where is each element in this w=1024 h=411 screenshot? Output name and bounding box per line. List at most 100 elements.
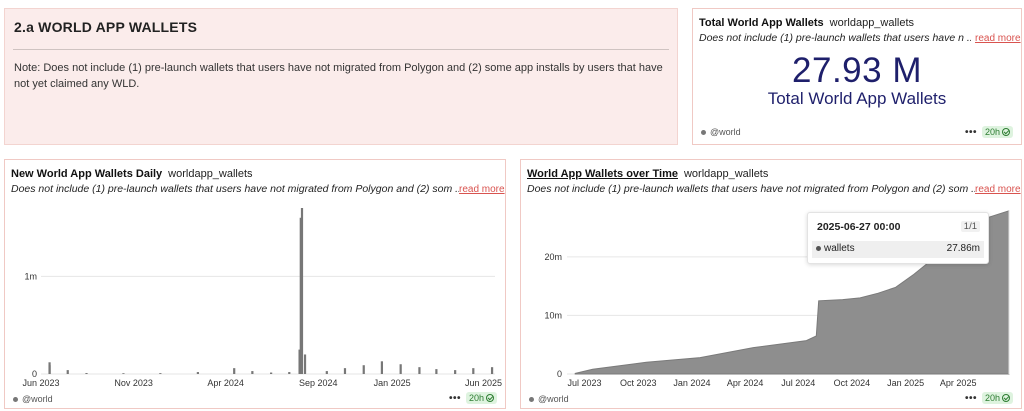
y-tick-label: 0 [557,369,562,379]
chart-tooltip: 2025-06-27 00:00 1/1 wallets 27.86m [807,212,989,264]
x-tick-label: Oct 2024 [834,378,871,388]
x-tick-label: Jul 2024 [781,378,815,388]
daily-bar [300,208,304,374]
daily-bar [298,349,301,374]
daily-bar [159,373,162,374]
check-circle-icon [486,394,494,402]
total-wallets-value: 27.93 M [792,51,922,90]
daily-bar [196,372,199,374]
daily-bar [48,365,51,374]
more-options-icon[interactable]: ••• [964,126,977,138]
y-tick-label: 20m [544,252,562,262]
y-tick-label: 0 [32,369,37,379]
owner[interactable]: @world [13,394,53,404]
panel-subtitle: worldapp_wallets [829,17,915,29]
panel-footer-actions: ••• 20h [965,126,1013,138]
y-tick-label: 1m [24,271,37,281]
panel-footer-actions: ••• 20h [965,392,1013,404]
daily-bar [343,368,347,374]
daily-wallets-chart-panel: 0 1m Jun 2023 Nov 2023 Apr 2024 Sep 2024 Jan 2… [4,159,506,409]
section-note: Note: Does not include (1) pre-launch wa… [14,62,663,90]
panel-footer-actions: ••• 20h [449,392,497,404]
panel-title[interactable]: World App Wallets over Time worldapp_wall… [527,168,768,180]
refresh-age: 20h [984,127,1000,137]
panel-subtitle: worldapp_wallets [168,168,253,180]
check-circle-icon [1002,394,1010,402]
daily-bar [435,369,438,374]
x-tick-label: Jul 2023 [568,378,602,388]
tooltip-series-name: wallets [824,243,855,254]
total-wallets-counter-panel: Total World App Wallets worldapp_wallets … [692,8,1022,145]
x-tick-label: Oct 2023 [620,378,657,388]
more-options-icon[interactable]: ••• [964,392,977,404]
panel-title-text[interactable]: New World App Wallets Daily [11,168,163,180]
daily-bar [472,368,475,374]
daily-bar [66,370,69,374]
read-more-link[interactable]: read more [975,184,1021,195]
daily-bar [418,367,421,374]
daily-bar [270,372,273,374]
panel-title-text[interactable]: Total World App Wallets [699,17,824,29]
panel-title-text[interactable]: World App Wallets over Time [527,168,678,180]
x-tick-label: Apr 2024 [207,378,244,388]
owner-handle[interactable]: @world [538,394,569,404]
series-dot-icon [816,246,821,251]
daily-bar [399,364,402,374]
refresh-age: 20h [468,393,484,403]
tooltip-series: wallets [816,243,855,254]
total-wallets-label: Total World App Wallets [767,89,947,108]
refresh-badge[interactable]: 20h [981,392,1013,404]
daily-bar [251,371,254,374]
check-circle-icon [1002,128,1010,136]
tooltip-value: 27.86m [946,243,980,254]
daily-bar [303,354,307,374]
x-tick-label: Jan 2025 [374,378,411,388]
tooltip-date: 2025-06-27 00:00 [817,221,901,233]
daily-bar [85,373,88,374]
owner[interactable]: @world [701,127,741,137]
refresh-badge[interactable]: 20h [465,392,497,404]
wallets-over-time-chart-panel: 0 10m 20m Jul 2023 Oct 2023 Jan 2024 Apr 2024 J… [520,159,1022,409]
panel-description: Does not include (1) pre-launch wallets … [699,32,971,44]
more-options-icon[interactable]: ••• [448,392,461,404]
x-tick-label: Jan 2025 [887,378,924,388]
panel-description: Does not include (1) pre-launch wallets … [11,183,459,195]
x-tick-label: Apr 2025 [940,378,977,388]
tooltip-page: 1/1 [960,221,980,232]
refresh-age: 20h [984,393,1000,403]
x-tick-label: Jun 2025 [465,378,502,388]
wallets-section-header: 2.a WORLD APP WALLETS Note: Does not inc… [4,8,678,145]
owner-handle[interactable]: @world [22,394,53,404]
panel-title[interactable]: Total World App Wallets worldapp_wallets [699,17,914,29]
x-tick-label: Nov 2023 [114,378,153,388]
owner[interactable]: @world [529,394,569,404]
x-tick-label: Jun 2023 [22,378,59,388]
read-more-link[interactable]: read more [459,184,505,195]
section-title: 2.a WORLD APP WALLETS [14,19,198,35]
wallets-over-time-chart[interactable]: 0 10m 20m Jul 2023 Oct 2023 Jan 2024 Apr 2024 J… [521,160,1021,408]
x-tick-label: Jan 2024 [673,378,710,388]
daily-bar [380,361,384,374]
daily-wallets-chart[interactable]: 0 1m Jun 2023 Nov 2023 Apr 2024 Sep 2024 Jan 2… [5,160,505,408]
daily-bar [122,373,125,374]
owner-avatar-icon [701,129,706,135]
panel-title[interactable]: New World App Wallets Daily worldapp_wall… [11,168,253,180]
daily-bar [233,368,236,374]
panel-subtitle: worldapp_wallets [683,168,769,180]
daily-bar [454,370,457,374]
panel-description: Does not include (1) pre-launch wallets … [527,183,975,195]
y-tick-label: 10m [544,310,562,320]
title-divider [13,49,669,50]
daily-bar [288,372,291,374]
x-tick-label: Sep 2024 [299,378,338,388]
daily-bar [490,367,494,374]
daily-bar [299,217,302,374]
owner-avatar-icon [529,396,534,402]
refresh-badge[interactable]: 20h [981,126,1013,138]
daily-bar [362,365,365,374]
read-more-link[interactable]: read more [975,33,1021,44]
x-tick-label: Apr 2024 [727,378,764,388]
owner-avatar-icon [13,396,18,402]
daily-bar [325,371,328,374]
owner-handle[interactable]: @world [710,127,741,137]
